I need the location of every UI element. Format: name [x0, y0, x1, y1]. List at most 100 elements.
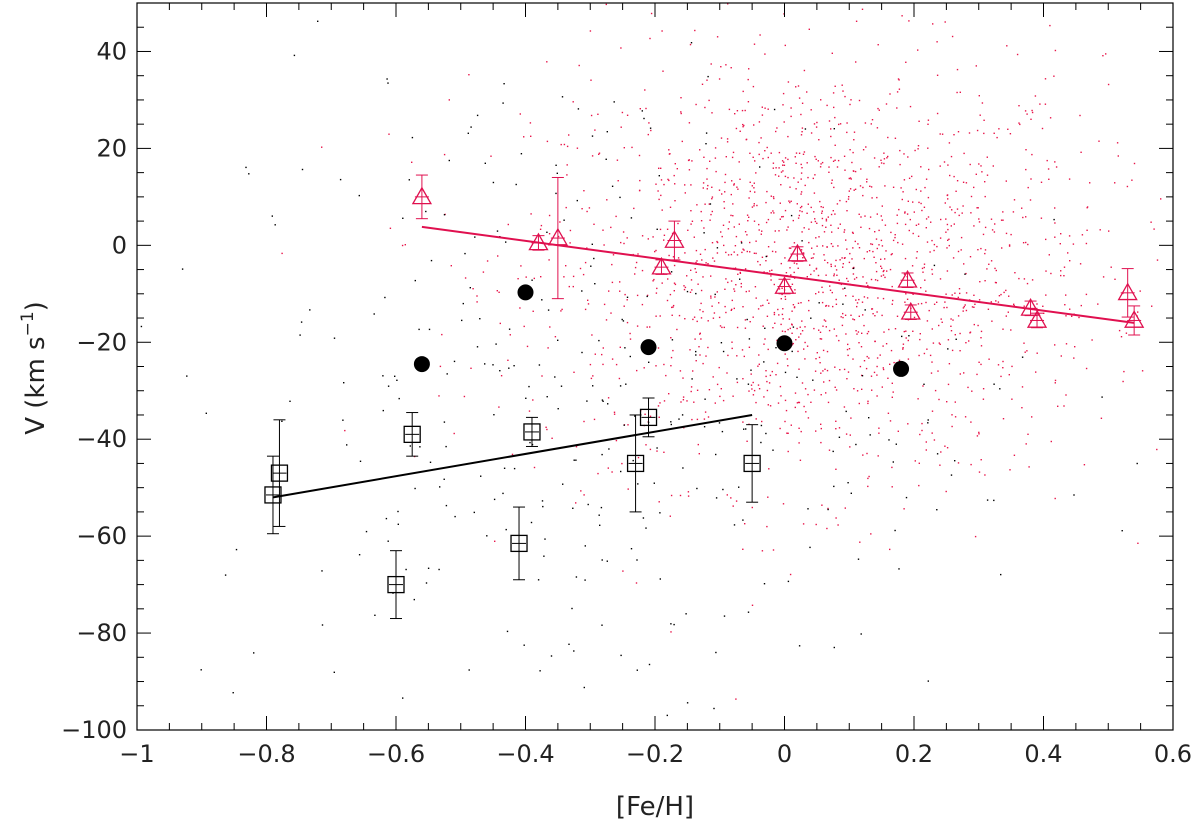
background-point-red: [863, 257, 865, 260]
background-point-black: [833, 646, 835, 649]
background-point-red: [698, 346, 700, 348]
background-point-red: [666, 228, 669, 230]
background-point-red: [661, 282, 663, 284]
background-point-red: [814, 174, 816, 176]
background-point-red: [852, 151, 854, 154]
background-point-red: [708, 203, 710, 205]
background-point-red: [902, 347, 904, 349]
background-point-red: [669, 153, 671, 155]
background-point-red: [787, 432, 789, 434]
background-point-black: [584, 545, 586, 547]
background-point-red: [672, 349, 674, 352]
background-point-red: [850, 99, 852, 101]
background-point-red: [828, 166, 830, 168]
background-point-red: [1000, 293, 1002, 296]
background-point-red: [884, 276, 886, 279]
background-point-red: [673, 282, 676, 284]
background-point-red: [620, 47, 622, 49]
background-point-red: [737, 188, 739, 190]
background-point-red: [995, 269, 997, 272]
background-point-red: [1027, 243, 1029, 246]
background-point-red: [569, 229, 572, 232]
background-point-red: [767, 156, 769, 159]
background-point-red: [902, 348, 904, 350]
background-point-red: [1080, 304, 1082, 307]
square-point: [626, 454, 645, 473]
background-point-red: [740, 286, 742, 288]
background-point-red: [711, 305, 713, 307]
background-point-red: [834, 213, 836, 215]
background-point-red: [957, 131, 960, 133]
background-point-red: [668, 393, 670, 395]
background-point-red: [853, 131, 856, 133]
filled-circle-point: [413, 356, 430, 373]
background-point-black: [186, 375, 188, 377]
background-point-red: [696, 260, 698, 262]
background-point-red: [751, 388, 753, 390]
background-point-red: [900, 187, 902, 189]
background-point-red: [768, 382, 771, 384]
background-point-red: [672, 256, 675, 258]
background-point-red: [984, 474, 986, 476]
background-point-red: [498, 291, 500, 293]
background-point-red: [813, 211, 815, 213]
background-point-red: [782, 318, 784, 320]
background-point-red: [496, 290, 498, 292]
background-point-red: [835, 269, 838, 271]
background-point-red: [891, 382, 893, 384]
background-point-red: [948, 142, 951, 144]
background-point-red: [728, 221, 730, 223]
square-point: [743, 454, 761, 473]
background-point-red: [820, 394, 822, 396]
background-point-black: [523, 644, 525, 646]
background-point-red: [980, 337, 982, 339]
background-point-red: [711, 198, 713, 200]
background-point-black: [809, 546, 811, 549]
background-point-red: [963, 263, 965, 265]
background-point-black: [427, 567, 430, 569]
background-point-red: [862, 276, 864, 278]
background-point-red: [861, 332, 863, 334]
background-point-red: [1054, 207, 1056, 209]
background-point-red: [1002, 219, 1004, 221]
background-point-red: [735, 235, 738, 238]
background-point-red: [731, 308, 733, 311]
background-point-red: [962, 205, 964, 207]
background-point-red: [828, 171, 830, 173]
background-point-black: [619, 385, 622, 387]
background-point-red: [877, 297, 879, 299]
background-point-red: [770, 279, 772, 281]
background-point-black: [543, 555, 545, 557]
background-point-red: [965, 272, 967, 275]
background-point-black: [750, 369, 752, 371]
background-point-red: [912, 201, 914, 203]
background-point-red: [875, 238, 878, 240]
background-point-red: [741, 251, 743, 254]
background-point-red: [939, 464, 941, 466]
background-point-red: [711, 196, 714, 198]
background-point-red: [1045, 270, 1047, 272]
background-point-black: [642, 517, 645, 519]
background-point-red: [801, 231, 803, 233]
background-point-red: [690, 210, 692, 212]
background-point-red: [784, 157, 787, 159]
background-point-red: [490, 155, 492, 157]
background-point-red: [771, 269, 773, 271]
background-point-red: [732, 395, 734, 397]
background-point-red: [787, 81, 790, 83]
background-point-red: [1005, 315, 1007, 317]
background-point-red: [1054, 497, 1056, 500]
background-point-red: [695, 271, 697, 273]
background-point-red: [861, 301, 864, 303]
background-point-black: [954, 460, 956, 462]
background-point-red: [870, 123, 872, 125]
background-point-red: [1026, 282, 1029, 285]
background-point-red: [945, 293, 947, 295]
background-point-red: [911, 265, 914, 267]
background-point-red: [956, 180, 959, 182]
background-point-red: [823, 231, 826, 233]
background-point-red: [837, 227, 839, 229]
background-point-red: [706, 178, 708, 180]
background-point-red: [766, 525, 768, 528]
background-point-red: [706, 188, 708, 190]
